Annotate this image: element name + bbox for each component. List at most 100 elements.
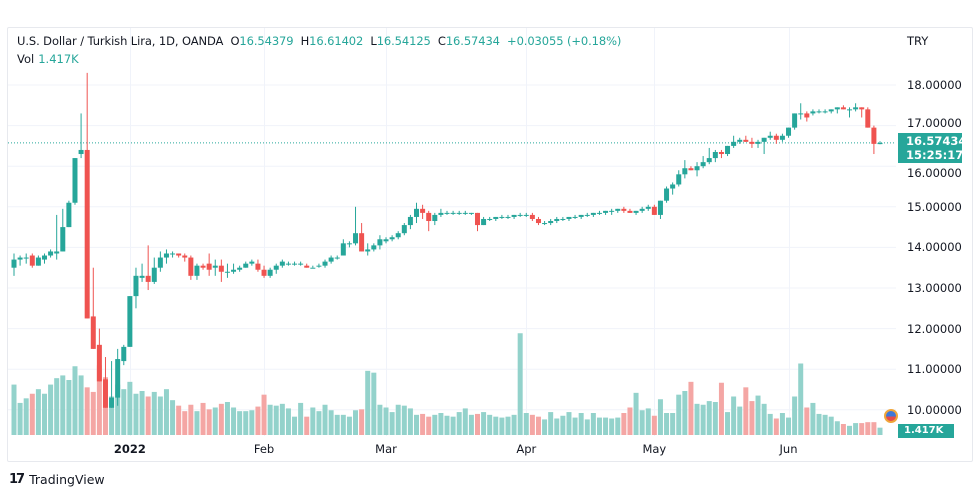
candle-body	[773, 135, 779, 140]
volume-bar	[487, 414, 493, 435]
symbol-title[interactable]: U.S. Dollar / Turkish Lira, 1D, OANDA	[17, 34, 224, 48]
volume-bar	[157, 396, 163, 435]
candle-body	[206, 263, 212, 270]
candle-body	[548, 221, 554, 224]
candle-body	[84, 149, 90, 319]
volume-bar	[432, 414, 438, 435]
volume-bar	[517, 333, 523, 435]
candle-body	[139, 275, 145, 278]
volume-bar	[871, 422, 877, 435]
volume-bar	[218, 403, 224, 435]
volume-bar	[682, 391, 688, 435]
candle-body	[340, 243, 346, 256]
candle-body	[334, 257, 340, 259]
candle-body	[859, 107, 865, 110]
us-flag-icon[interactable]	[884, 409, 898, 423]
volume-bar	[700, 404, 706, 435]
candle-body	[304, 265, 310, 268]
high-label: H	[300, 34, 310, 48]
candle-body	[133, 275, 139, 297]
volume-bar	[865, 422, 871, 435]
volume-bar	[712, 402, 718, 435]
volume-bar	[328, 410, 334, 435]
candle-body	[511, 214, 517, 217]
volume-bar	[694, 403, 700, 435]
candle-body	[23, 257, 29, 259]
candle-body	[377, 239, 383, 246]
volume-bar	[566, 412, 572, 435]
volume-bar	[816, 413, 822, 435]
volume-bar	[420, 413, 426, 435]
volume-bar	[560, 415, 566, 435]
candle-body	[127, 296, 133, 347]
volume-bar	[285, 408, 291, 435]
close-value: 16.57434	[445, 34, 500, 48]
candle-body	[877, 142, 883, 145]
candle-body	[121, 346, 127, 362]
candle-body	[578, 214, 584, 217]
candle-body	[615, 208, 621, 211]
candle-body	[395, 233, 401, 238]
volume-bar	[90, 391, 96, 435]
volume-bar	[749, 401, 755, 435]
volume-bar	[133, 393, 139, 435]
x-tick-label: Mar	[375, 442, 397, 456]
change-value: +0.03055 (+0.18%)	[507, 34, 622, 48]
volume-bar	[346, 416, 352, 435]
candle-body	[115, 359, 121, 398]
volume-bar	[462, 408, 468, 435]
candle-body	[298, 263, 304, 265]
volume-bar	[468, 414, 474, 435]
candle-body	[188, 257, 194, 276]
volume-bar	[182, 411, 188, 435]
candle-body	[676, 174, 682, 185]
volume-bar	[407, 408, 413, 435]
candle-body	[60, 227, 66, 252]
volume-bar	[29, 393, 35, 435]
candle-body	[450, 212, 456, 214]
volume-bar	[54, 378, 60, 435]
volume-bar	[139, 391, 145, 435]
volume-bar	[859, 423, 865, 435]
candle-body	[48, 251, 54, 256]
candle-body	[505, 216, 511, 218]
open-value: 16.54379	[239, 34, 294, 48]
candle-body	[767, 135, 773, 138]
candle-body	[255, 263, 261, 270]
volume-bar	[572, 417, 578, 435]
volume-bar	[779, 413, 785, 435]
volume-bar	[279, 403, 285, 435]
chart-legend: U.S. Dollar / Turkish Lira, 1D, OANDA O1…	[17, 34, 621, 48]
candle-body	[645, 206, 651, 209]
candle-body	[700, 162, 706, 167]
volume-bar	[23, 398, 29, 435]
volume-bar	[383, 407, 389, 435]
candle-body	[554, 218, 560, 222]
volume-bar	[633, 392, 639, 435]
volume-bar	[84, 387, 90, 435]
y-tick-label: 11.00000	[907, 362, 962, 377]
volume-bar	[755, 395, 761, 435]
volume-label: Vol	[17, 52, 35, 66]
candle-body	[529, 214, 535, 219]
volume-bar	[523, 413, 529, 435]
low-value: 16.54125	[376, 34, 431, 48]
volume-bar	[743, 387, 749, 435]
candle-body	[231, 269, 237, 272]
volume-bar	[151, 391, 157, 435]
candle-body	[365, 249, 371, 252]
candle-body	[828, 109, 834, 112]
candle-body	[194, 265, 200, 276]
volume-bar	[834, 421, 840, 435]
tradingview-brand[interactable]: 17 TradingView	[9, 472, 105, 487]
candle-body	[474, 212, 480, 226]
candle-body	[670, 184, 676, 189]
candle-body	[29, 255, 35, 266]
candle-body	[96, 344, 102, 382]
volume-bar	[48, 384, 54, 435]
candle-body	[456, 212, 462, 214]
candle-body	[35, 257, 41, 266]
volume-bar	[438, 413, 444, 435]
candle-body	[840, 107, 846, 110]
